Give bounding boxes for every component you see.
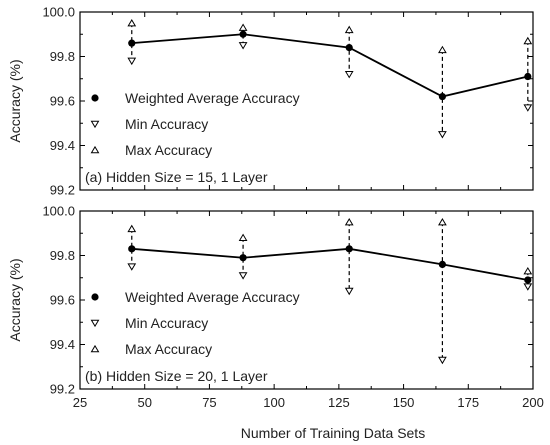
legend-min-accuracy: Min Accuracy bbox=[125, 315, 208, 331]
avg-point bbox=[128, 39, 136, 47]
x-tick-label: 200 bbox=[522, 395, 544, 410]
y-tick-label: 99.4 bbox=[50, 337, 75, 352]
y-tick-label: 99.8 bbox=[50, 248, 75, 263]
max-marker bbox=[127, 18, 137, 27]
min-marker bbox=[438, 356, 447, 365]
x-tick-label: 50 bbox=[137, 395, 151, 410]
avg-point bbox=[438, 260, 446, 268]
legend-marker-average bbox=[91, 94, 99, 102]
legend-marker-max bbox=[90, 145, 100, 154]
y-tick-label: 99.6 bbox=[50, 293, 75, 308]
max-marker bbox=[344, 25, 354, 34]
x-axis-title: Number of Training Data Sets bbox=[241, 425, 425, 441]
panel-b: 99.2 99.4 99.6 99.8 100.0 25 50 75 100 125 150 175 2… bbox=[7, 204, 544, 411]
y-tick-label: 100.0 bbox=[42, 5, 75, 20]
x-tick-label: 150 bbox=[393, 395, 415, 410]
y-tick-label: 99.4 bbox=[50, 138, 75, 153]
max-marker bbox=[238, 233, 248, 241]
min-marker bbox=[344, 71, 354, 79]
min-marker bbox=[344, 287, 354, 296]
avg-point bbox=[345, 245, 353, 253]
legend-marker-average bbox=[91, 293, 99, 301]
min-marker bbox=[127, 57, 137, 66]
legend-weighted-average: Weighted Average Accuracy bbox=[125, 90, 300, 106]
panel-label: (b) Hidden Size = 20, 1 Layer bbox=[85, 368, 268, 384]
y-tick-label: 99.2 bbox=[50, 183, 75, 198]
legend-weighted-average: Weighted Average Accuracy bbox=[125, 289, 300, 305]
min-marker bbox=[127, 263, 137, 271]
legend-marker-max bbox=[90, 344, 100, 353]
min-marker bbox=[523, 104, 533, 112]
avg-point bbox=[239, 254, 247, 262]
legend-max-accuracy: Max Accuracy bbox=[125, 341, 212, 357]
y-axis-title: Accuracy (%) bbox=[7, 258, 23, 341]
series-line-weighted-average bbox=[131, 247, 528, 281]
legend-min-accuracy: Min Accuracy bbox=[125, 116, 208, 132]
chart-panels: 99.2 99.4 99.6 99.8 100.0 Accuracy (%) Weighte… bbox=[7, 5, 544, 411]
x-tick-label: 75 bbox=[202, 395, 216, 410]
avg-point bbox=[438, 92, 446, 101]
max-marker bbox=[127, 224, 137, 233]
y-axis-title: Accuracy (%) bbox=[7, 59, 23, 142]
min-marker bbox=[238, 272, 248, 280]
legend-marker-min bbox=[90, 120, 100, 129]
y-tick-label: 99.2 bbox=[50, 382, 75, 397]
avg-point bbox=[128, 245, 136, 253]
max-marker bbox=[344, 217, 354, 226]
panel-label: (a) Hidden Size = 15, 1 Layer bbox=[85, 169, 268, 185]
min-marker bbox=[438, 131, 447, 139]
max-marker bbox=[523, 266, 533, 275]
legend-marker-min bbox=[90, 319, 100, 328]
series-line-weighted-average bbox=[131, 33, 529, 98]
max-marker bbox=[523, 36, 533, 45]
panel-a: 99.2 99.4 99.6 99.8 100.0 Accuracy (%) Weighte… bbox=[7, 5, 534, 198]
avg-point bbox=[345, 44, 353, 52]
y-tick-label: 100.0 bbox=[42, 204, 75, 219]
y-tick-label: 99.6 bbox=[50, 94, 75, 109]
avg-point bbox=[524, 72, 532, 81]
x-tick-label: 175 bbox=[457, 395, 479, 410]
max-marker bbox=[438, 217, 447, 226]
y-tick-label: 99.8 bbox=[50, 49, 75, 64]
max-marker bbox=[238, 23, 248, 31]
avg-point bbox=[239, 30, 247, 38]
x-tick-label: 25 bbox=[73, 395, 87, 410]
x-tick-label: 125 bbox=[328, 395, 350, 410]
x-tick-label: 100 bbox=[263, 395, 285, 410]
max-marker bbox=[438, 45, 447, 54]
min-marker bbox=[238, 42, 248, 50]
min-marker bbox=[523, 283, 533, 291]
legend-max-accuracy: Max Accuracy bbox=[125, 142, 212, 158]
avg-point bbox=[524, 276, 532, 284]
